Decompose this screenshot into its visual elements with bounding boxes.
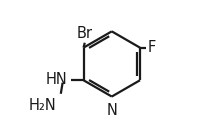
Text: F: F — [148, 40, 156, 55]
Text: HN: HN — [46, 72, 68, 86]
Text: Br: Br — [77, 26, 93, 41]
Text: H₂N: H₂N — [29, 98, 56, 113]
Text: N: N — [106, 103, 117, 118]
